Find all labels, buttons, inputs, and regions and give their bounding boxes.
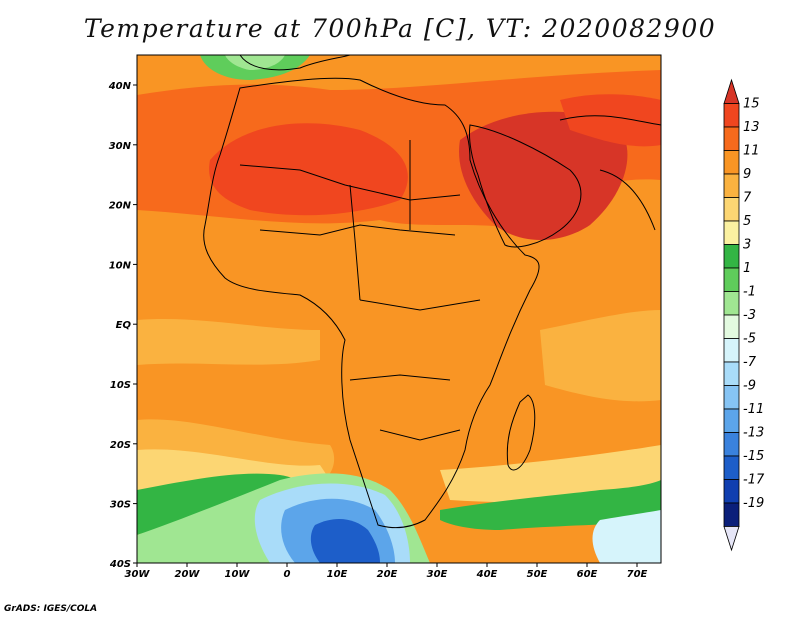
- lon-tick-label: 20W: [175, 569, 201, 580]
- colorbar-swatch: [723, 385, 740, 410]
- colorbar-top-arrow: [723, 78, 740, 104]
- colorbar-bottom-arrow: [723, 526, 740, 552]
- colorbar-swatch: [723, 150, 740, 175]
- colorbar-label: 15: [743, 97, 760, 112]
- colorbar-swatch: [723, 244, 740, 269]
- colorbar-label: -7: [743, 355, 757, 370]
- temperature-field: [137, 55, 661, 563]
- colorbar-swatch: [723, 338, 740, 363]
- colorbar-swatch: [723, 432, 740, 457]
- colorbar-label: 11: [743, 144, 760, 159]
- lon-tick-label: 10W: [225, 569, 251, 580]
- colorbar-label: -11: [743, 402, 764, 417]
- colorbar-swatch: [723, 314, 740, 339]
- colorbar-label: -1: [743, 285, 756, 300]
- lon-tick-label: 30E: [427, 569, 448, 580]
- colorbar-swatch: [723, 103, 740, 128]
- longitude-axis: 30W 20W 10W 0 10E 20E 30E 40E 50E 60E 70E: [125, 563, 648, 580]
- colorbar-label: -13: [743, 426, 764, 441]
- lat-tick-label: 10N: [109, 260, 132, 271]
- colorbar-label: 3: [743, 238, 751, 253]
- lon-tick-label: 40E: [476, 569, 498, 580]
- lon-tick-label: 10E: [327, 569, 348, 580]
- credit-label: GrADS: IGES/COLA: [4, 604, 98, 614]
- lon-tick-label: 60E: [577, 569, 598, 580]
- coastlines: [203, 55, 661, 529]
- colorbar-swatch: [723, 126, 740, 151]
- lat-tick-label: 40S: [109, 559, 131, 570]
- lon-tick-label: 50E: [527, 569, 548, 580]
- colorbar-swatch: [723, 455, 740, 480]
- lon-tick-label: 70E: [627, 569, 648, 580]
- colorbar-label: -3: [743, 308, 756, 323]
- plot-frame: [136, 54, 662, 564]
- colorbar-swatch: [723, 267, 740, 292]
- colorbar-swatch: [723, 361, 740, 386]
- colorbar-label: -9: [743, 379, 756, 394]
- lat-tick-label: 10S: [110, 380, 131, 391]
- lon-tick-label: 20E: [377, 569, 398, 580]
- lon-tick-label: 0: [284, 569, 291, 580]
- colorbar-label: -17: [743, 473, 765, 488]
- colorbar-label: -19: [743, 496, 764, 511]
- colorbar-label: 1: [743, 261, 751, 276]
- colorbar-label: 13: [743, 120, 760, 135]
- lon-tick-label: 30W: [125, 569, 151, 580]
- colorbar-label: 5: [743, 214, 751, 229]
- colorbar-label: 9: [743, 167, 751, 182]
- colorbar-swatch: [723, 502, 740, 527]
- colorbar-swatch: [723, 220, 740, 245]
- latitude-axis: 40N 30N 20N 10N EQ 10S 20S 30S 40S: [108, 81, 137, 570]
- lat-tick-label: 20S: [110, 440, 131, 451]
- colorbar-swatch: [723, 479, 740, 504]
- colorbar: 15 13 11 9 7 5 3 1 -1 -3 -5 -7 -9 -11 -13 -15 -17 -19: [723, 78, 765, 552]
- colorbar-swatch: [723, 197, 740, 222]
- colorbar-swatch: [723, 173, 740, 198]
- lat-tick-label: 30S: [110, 500, 131, 511]
- colorbar-label: -5: [743, 332, 756, 347]
- lat-tick-label: EQ: [116, 320, 132, 331]
- colorbar-swatch: [723, 408, 740, 433]
- map-title: Temperature at 700hPa [C], VT: 202008290…: [83, 14, 717, 43]
- colorbar-label: -15: [743, 449, 764, 464]
- lat-tick-label: 30N: [109, 141, 132, 152]
- lat-tick-label: 20N: [109, 201, 132, 212]
- lat-tick-label: 40N: [108, 81, 132, 92]
- colorbar-swatch: [723, 291, 740, 316]
- colorbar-label: 7: [743, 191, 752, 206]
